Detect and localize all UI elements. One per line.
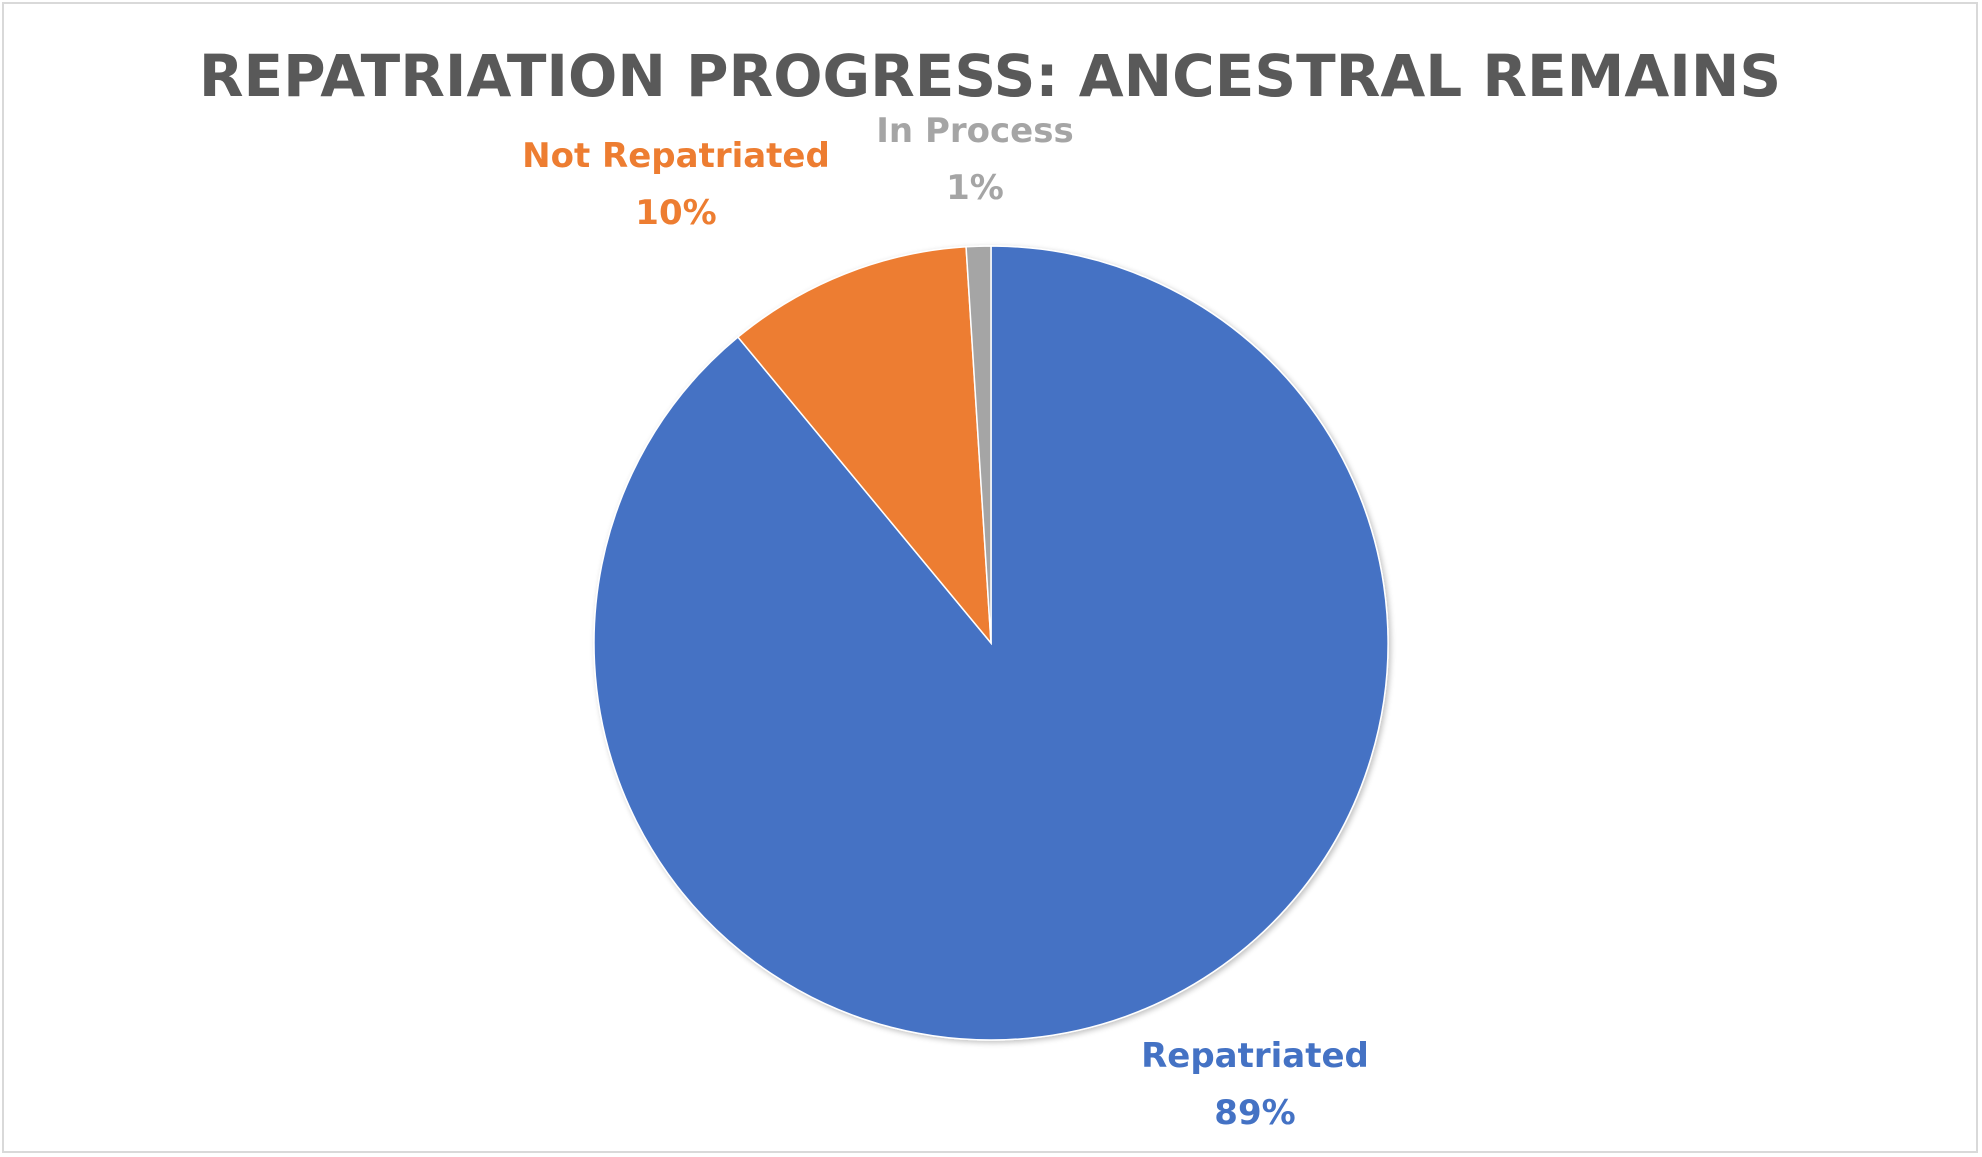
data-label-value: 89% [1214,1093,1295,1133]
data-label-repatriated: Repatriated 89% [1141,1036,1369,1133]
chart-title: REPATRIATION PROGRESS: ANCESTRAL REMAINS [198,42,1782,110]
data-label-not-repatriated: Not Repatriated 10% [522,136,830,233]
pie-slices [593,245,1389,1041]
data-label-value: 1% [946,168,1004,208]
data-label-category: In Process [876,111,1073,151]
data-label-category: Repatriated [1141,1036,1369,1076]
data-label-category: Not Repatriated [522,136,830,176]
data-label-in-process: In Process 1% [876,111,1073,208]
pie-slice-in-process [965,245,992,644]
data-label-value: 10% [635,193,716,233]
pie-slice-not-repatriated [736,245,992,646]
pie-labels: Repatriated 89% Not Repatriated 10% In Proce… [522,111,1369,1133]
